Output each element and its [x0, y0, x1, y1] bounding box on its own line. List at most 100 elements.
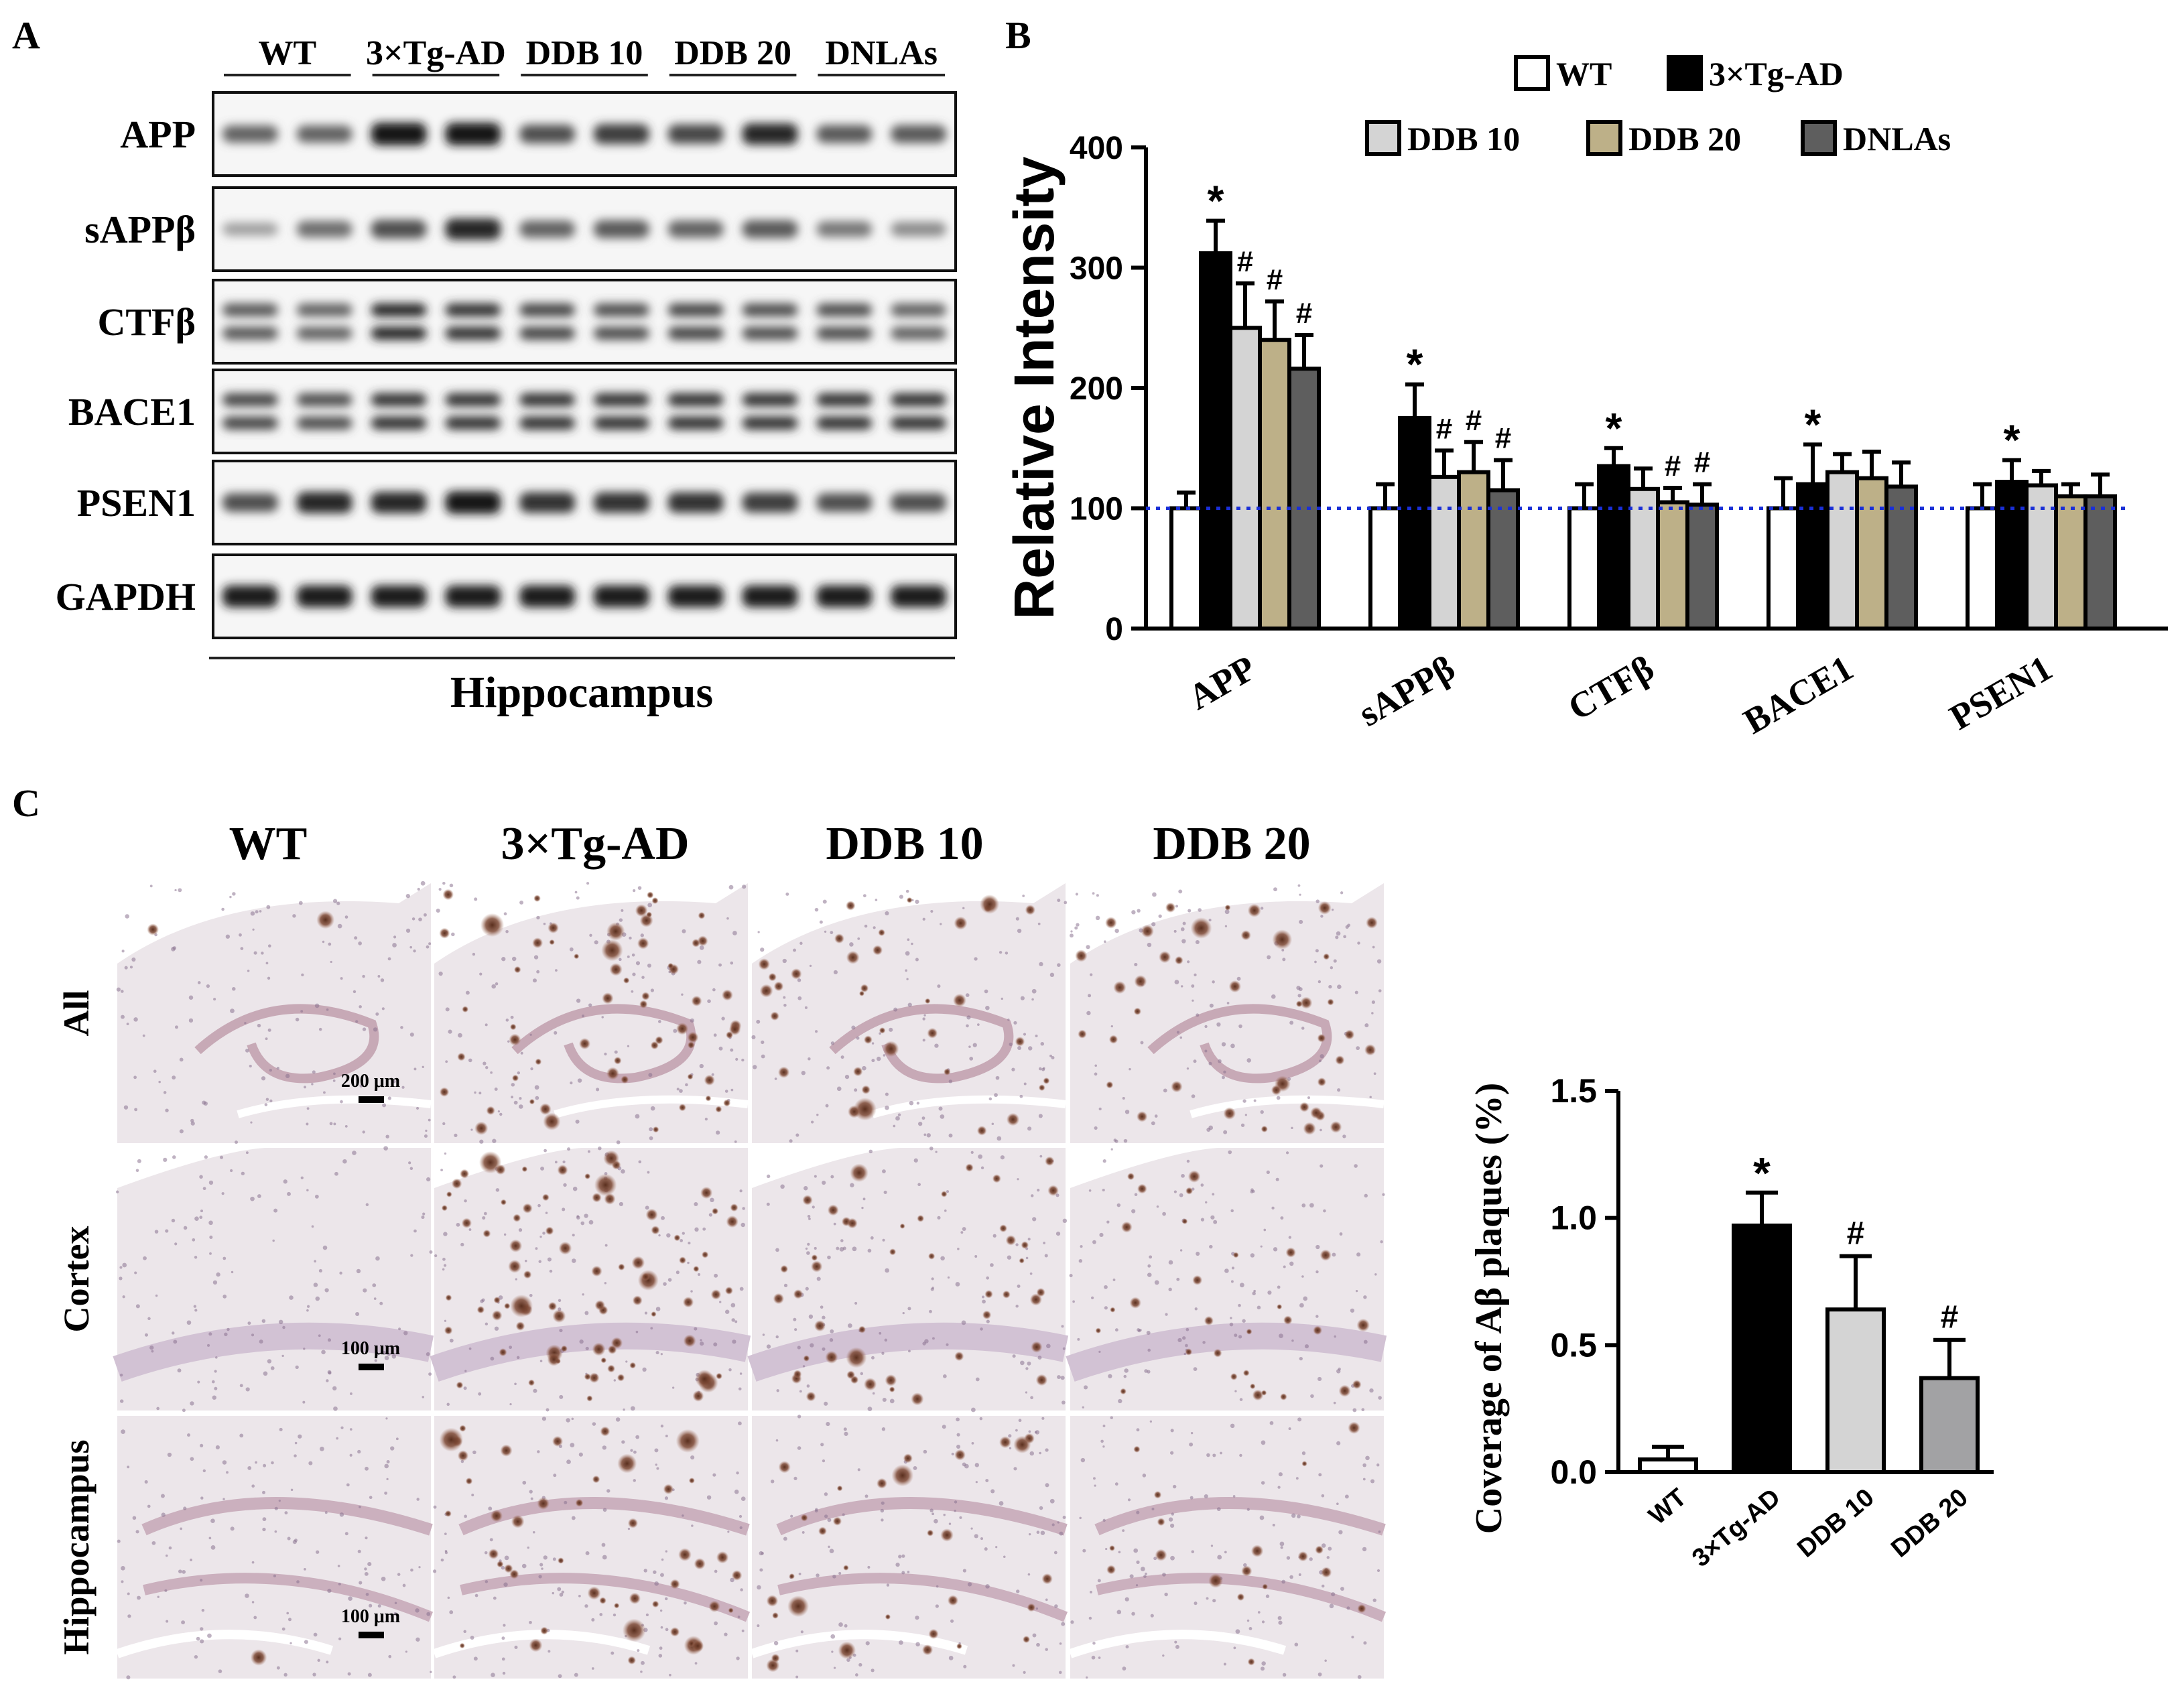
ihc-nucleus [1332, 1252, 1336, 1257]
ihc-nucleus [313, 1632, 318, 1637]
ihc-nucleus [861, 1206, 864, 1209]
ihc-nucleus [1110, 1025, 1113, 1028]
ihc-nucleus [298, 901, 303, 905]
ihc-nucleus [369, 1496, 373, 1500]
ihc-nucleus [165, 1229, 169, 1233]
ihc-nucleus [1230, 1423, 1235, 1429]
ihc-nucleus [230, 1008, 235, 1014]
ihc-plaque [1204, 1315, 1214, 1326]
ihc-nucleus [474, 897, 478, 901]
ihc-plaque [925, 998, 931, 1004]
ihc-plaque [1036, 1288, 1045, 1297]
ihc-nucleus [564, 1500, 568, 1504]
ihc-nucleus [842, 1246, 846, 1250]
significance-mark: # [1296, 297, 1312, 330]
ihc-nucleus [1039, 1155, 1043, 1158]
ihc-nucleus [1223, 1130, 1228, 1134]
ihc-nucleus [202, 1469, 206, 1473]
ihc-nucleus [1378, 989, 1382, 992]
ihc-nucleus [127, 1614, 131, 1618]
ihc-nucleus [727, 1530, 730, 1533]
ihc-nucleus [333, 1406, 338, 1411]
ihc-plaque [999, 1224, 1007, 1233]
ihc-nucleus [166, 1620, 169, 1623]
ihc-nucleus [690, 1290, 693, 1293]
ihc-nucleus [245, 1048, 249, 1053]
ihc-plaque [529, 1638, 543, 1652]
ihc-nucleus [283, 1673, 287, 1677]
ihc-nucleus [536, 970, 540, 974]
ihc-plaque [540, 1626, 549, 1635]
ihc-nucleus [697, 960, 702, 964]
blot-band-lower [371, 416, 427, 430]
ihc-nucleus [1118, 1551, 1121, 1554]
ihc-nucleus [164, 1589, 168, 1592]
ihc-nucleus [1266, 1170, 1270, 1175]
ihc-nucleus [766, 1202, 770, 1206]
ihc-nucleus [1057, 1375, 1061, 1380]
ihc-nucleus [631, 990, 634, 993]
ihc-nucleus [690, 1018, 694, 1023]
ihc-plaque [1323, 953, 1330, 960]
ihc-nucleus [1297, 1417, 1302, 1422]
ihc-nucleus [178, 888, 182, 893]
ihc-nucleus [685, 1083, 688, 1087]
ihc-nucleus [721, 1017, 725, 1021]
ihc-plaque [1108, 1035, 1118, 1044]
ihc-plaque [917, 1215, 925, 1222]
ihc-plaque [1120, 1388, 1127, 1395]
ihc-ventricle [871, 1095, 1066, 1118]
ihc-nucleus [356, 1268, 361, 1274]
ihc-nucleus [1147, 942, 1152, 947]
ihc-nucleus [741, 1058, 745, 1062]
ihc-plaque [846, 950, 860, 964]
ihc-plaque [513, 1214, 521, 1222]
ihc-nucleus [1116, 1610, 1122, 1615]
ihc-nucleus [377, 1604, 381, 1608]
ihc-image [1070, 883, 1385, 1143]
ihc-plaque [548, 1301, 558, 1311]
ihc-nucleus [1333, 1401, 1336, 1404]
blot-band [519, 303, 575, 317]
ihc-nucleus [231, 1270, 234, 1274]
ihc-nucleus [244, 1022, 247, 1025]
ihc-nucleus [451, 932, 455, 937]
ihc-nucleus [592, 1422, 596, 1426]
ihc-nucleus [1224, 925, 1228, 927]
ihc-nucleus [1162, 1573, 1166, 1577]
bar [1169, 506, 1203, 631]
ihc-nucleus [647, 903, 653, 908]
x-category-label: sAPPβ [1352, 647, 1462, 734]
blot-band-lower [891, 326, 946, 340]
ihc-nucleus [178, 1569, 182, 1574]
ihc-nucleus [862, 1197, 866, 1201]
ihc-plaque [613, 1057, 622, 1065]
ihc-plaque [558, 1557, 564, 1564]
scale-bar [359, 1364, 384, 1370]
ihc-nucleus [264, 1103, 268, 1106]
ihc-nucleus [1170, 1451, 1174, 1455]
blot-band-lower [816, 416, 873, 430]
ihc-plaque [637, 937, 649, 950]
ihc-nucleus [1272, 1523, 1275, 1526]
ihc-nucleus [691, 1524, 694, 1527]
ihc-nucleus [426, 945, 430, 949]
ihc-nucleus [445, 1060, 448, 1063]
ihc-nucleus [1231, 1266, 1235, 1270]
ihc-plaque [599, 1597, 606, 1604]
ihc-nucleus [828, 1545, 830, 1549]
ihc-nucleus [1363, 1295, 1367, 1299]
ihc-nucleus [442, 1268, 445, 1271]
bar [1656, 500, 1689, 631]
ihc-nucleus [433, 1505, 437, 1509]
ihc-nucleus [133, 1075, 137, 1079]
ihc-nucleus [635, 1114, 640, 1119]
ihc-nucleus [540, 1166, 544, 1171]
ihc-nucleus [924, 1339, 929, 1344]
ihc-plaque [1002, 1290, 1011, 1299]
ihc-plaque [778, 1461, 791, 1474]
ihc-nucleus [375, 1354, 379, 1356]
ihc-nucleus [172, 946, 177, 950]
ihc-nucleus [1224, 909, 1230, 915]
